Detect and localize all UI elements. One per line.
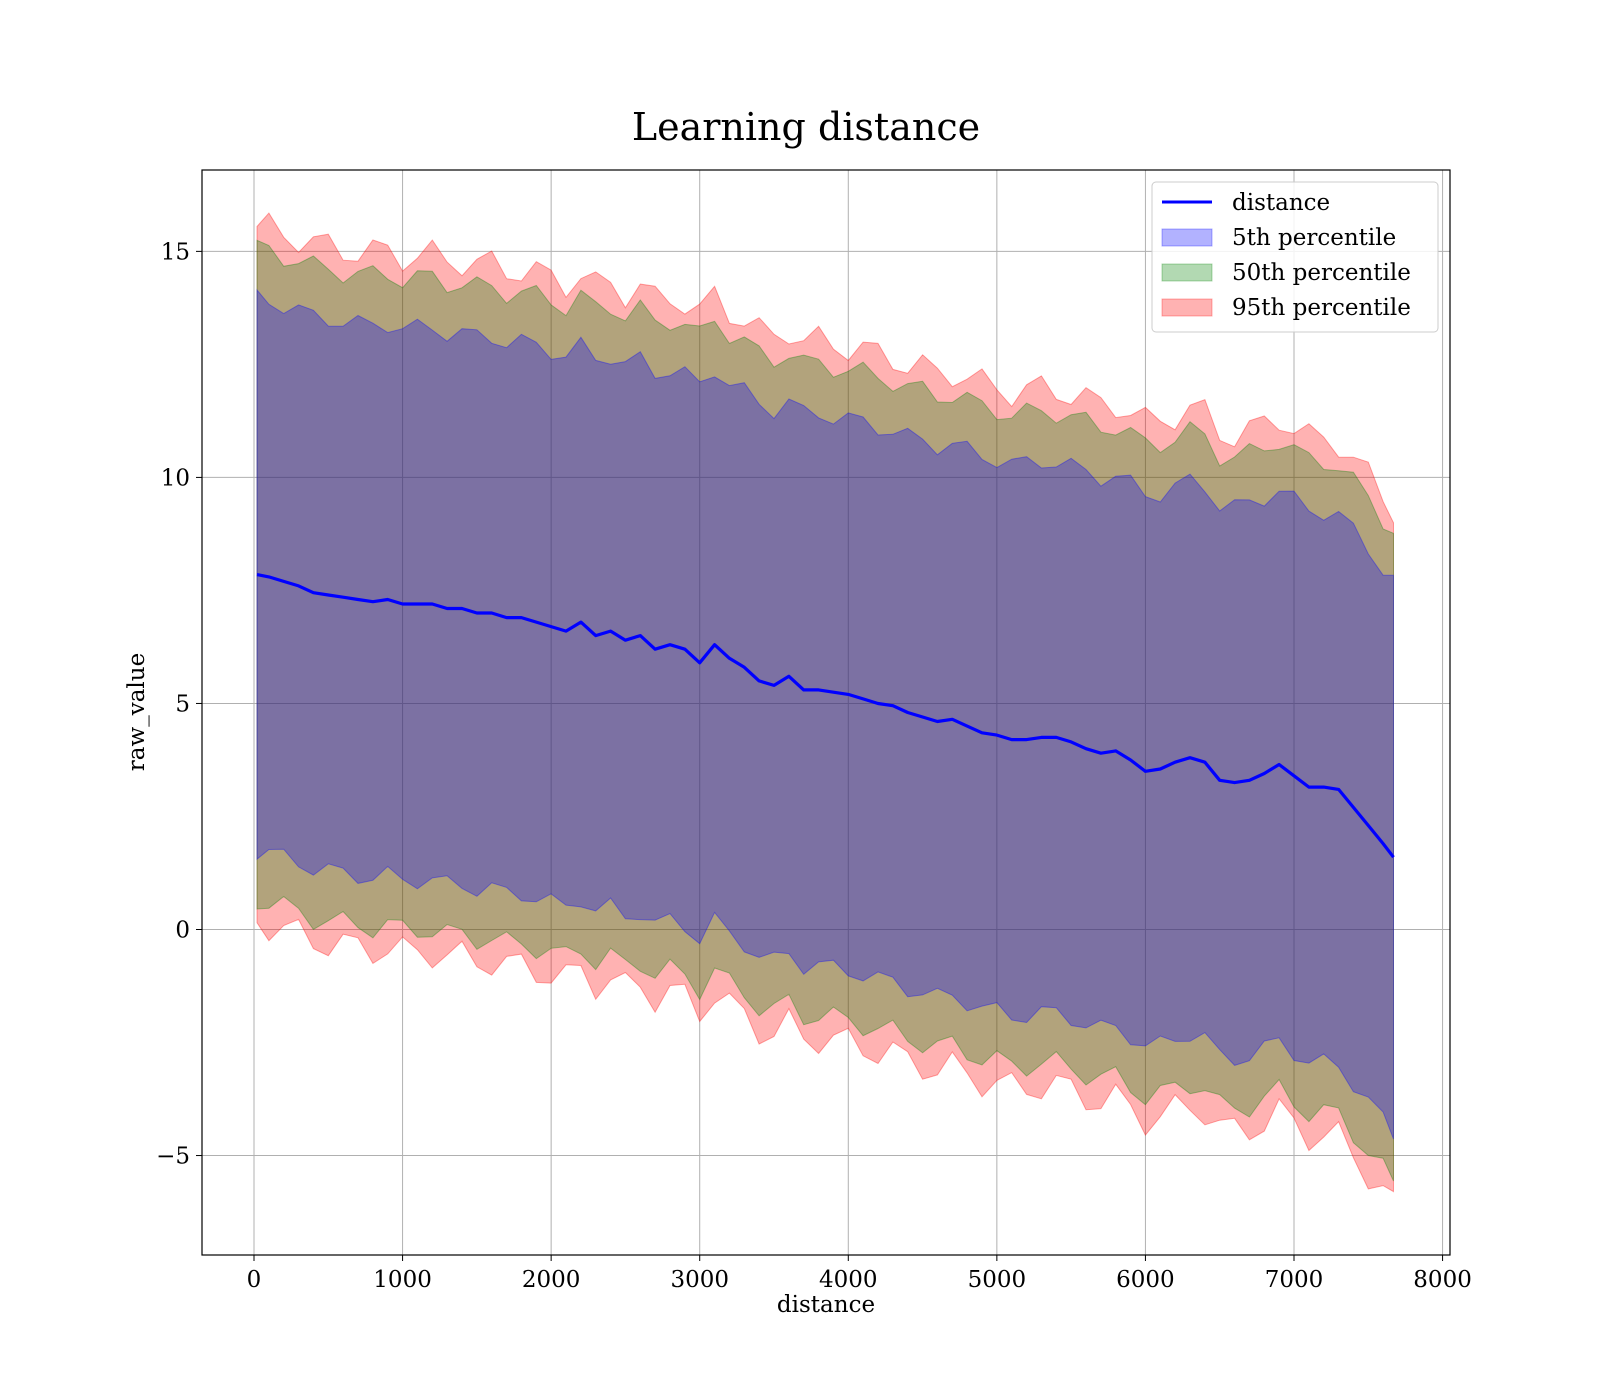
legend-label-distance: distance [1232,190,1330,216]
legend-frame [1151,181,1439,333]
y-tick-label: −5 [156,1144,190,1170]
legend-label-50th: 50th percentile [1232,260,1411,286]
x-tick-label: 6000 [1116,1267,1175,1293]
chart-title: Learning distance [632,105,980,149]
legend-label-95th: 95th percentile [1232,295,1411,321]
legend-label-5th: 5th percentile [1232,225,1396,251]
legend-swatch-50th [1161,263,1213,282]
line-layer [256,573,1395,859]
x-tick-label: 1000 [373,1267,432,1293]
x-tick-label: 5000 [968,1267,1027,1293]
y-tick-label: 15 [161,239,190,265]
x-axis-ticks: 0 1000 2000 3000 4000 5000 6000 7000 8000 [247,1255,1472,1293]
x-tick-label: 3000 [670,1267,729,1293]
series-line-distance [256,573,1395,859]
legend-swatch-95th [1161,298,1213,317]
y-tick-label: 10 [161,465,190,491]
band-5th [256,288,1394,1140]
y-axis-label: raw_value [124,653,150,771]
percentile-bands [256,212,1394,1193]
x-tick-label: 4000 [819,1267,878,1293]
plot-frame [201,169,1451,1256]
band-95th [256,212,1394,1193]
legend: distance 5th percentile 50th percentile … [1151,181,1439,333]
x-tick-label: 0 [247,1267,262,1293]
y-tick-label: 5 [175,691,190,717]
x-tick-label: 8000 [1413,1267,1472,1293]
x-tick-label: 2000 [522,1267,581,1293]
legend-swatch-5th [1161,228,1213,247]
band-50th [256,239,1394,1182]
x-axis-label: distance [777,1292,875,1318]
y-tick-label: 0 [175,918,190,944]
x-tick-label: 7000 [1265,1267,1324,1293]
y-axis-ticks: −5 0 5 10 15 [156,239,202,1170]
